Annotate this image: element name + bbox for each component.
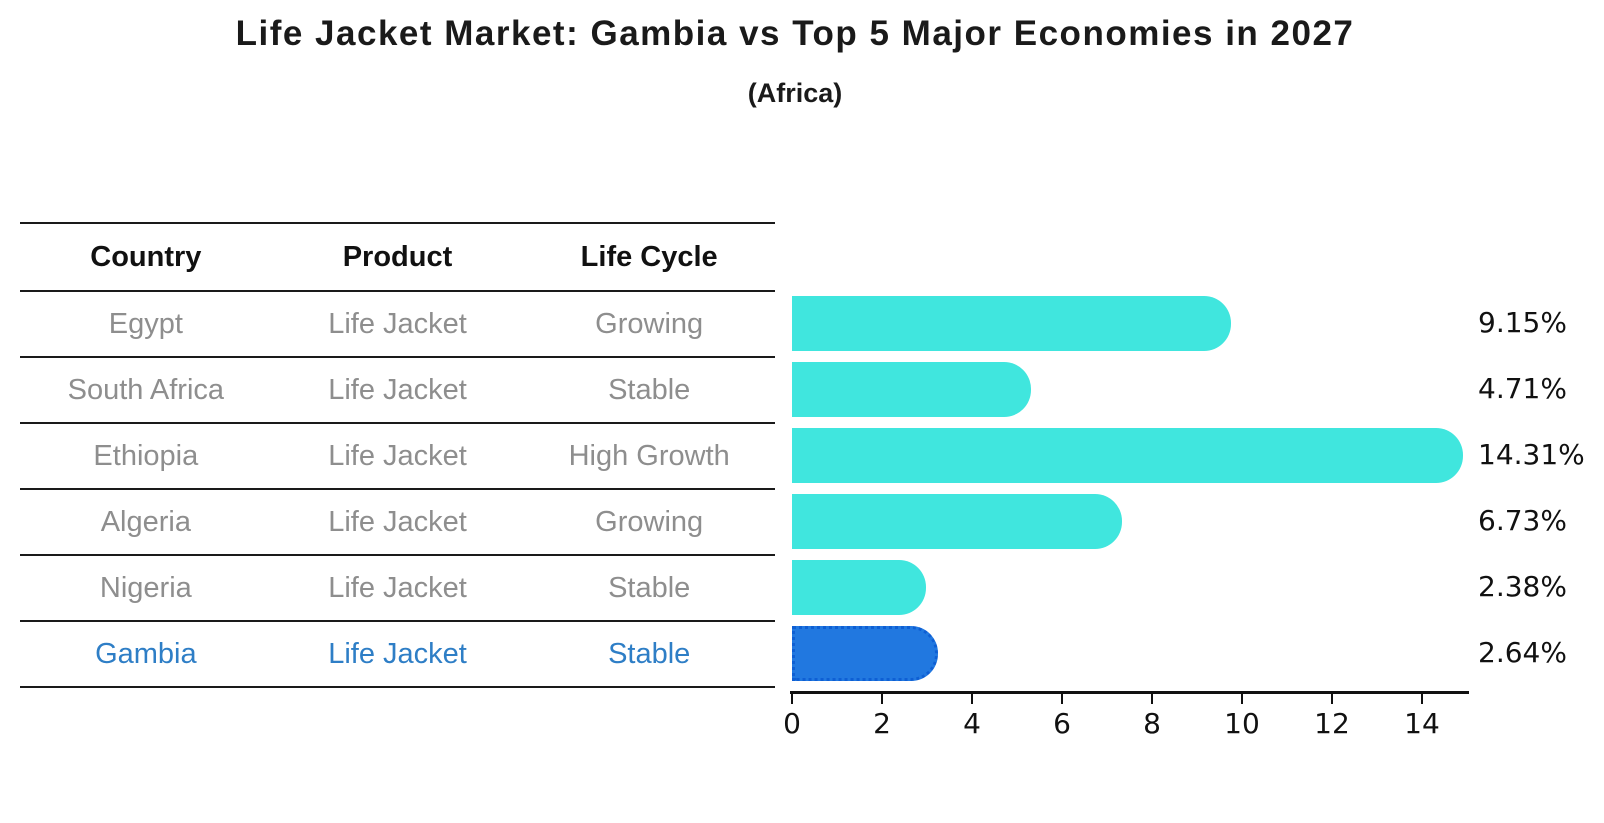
x-tick-mark-2: [881, 694, 883, 704]
table-cell-product: Life Jacket: [328, 439, 467, 472]
x-tick-mark-14: [1421, 694, 1423, 704]
x-tick-mark-10: [1241, 694, 1243, 704]
x-axis-line: [790, 691, 1469, 694]
table-cell-country: Nigeria: [99, 571, 192, 604]
table-row-gambia: Gambia Life Jacket Stable: [20, 622, 775, 688]
bar-nigeria: [792, 559, 927, 615]
value-label-egypt: 9.15%: [1478, 306, 1567, 339]
table-header-lifecycle: Life Cycle: [580, 240, 718, 273]
table-header-country: Country: [90, 240, 202, 273]
x-tick-label-2: 2: [873, 707, 891, 740]
country-table: Country Product Life Cycle Egypt Life Jac…: [20, 222, 775, 688]
bar-algeria: [792, 493, 1122, 549]
x-tick-mark-6: [1061, 694, 1063, 704]
chart-title: Life Jacket Market: Gambia vs Top 5 Majo…: [235, 14, 1355, 53]
bar-ethiopia: [792, 427, 1463, 483]
x-tick-label-12: 12: [1314, 707, 1350, 740]
table-cell-product: Life Jacket: [328, 571, 467, 604]
table-cell-country: Gambia: [95, 637, 197, 670]
x-tick-mark-4: [971, 694, 973, 704]
table-row-ethiopia: Ethiopia Life Jacket High Growth: [20, 424, 775, 490]
table-cell-life-cycle: Stable: [608, 571, 691, 604]
table-cell-country: Ethiopia: [93, 439, 199, 472]
x-tick-label-14: 14: [1404, 707, 1440, 740]
value-label-south-africa: 4.71%: [1478, 372, 1567, 405]
x-tick-label-4: 4: [963, 707, 981, 740]
table-cell-product: Life Jacket: [328, 637, 467, 670]
x-tick-mark-8: [1151, 694, 1153, 704]
table-cell-country: South Africa: [67, 373, 225, 406]
table-body: Egypt Life Jacket Growing South Africa Life …: [20, 292, 775, 688]
x-tick-label-8: 8: [1143, 707, 1161, 740]
table-row-egypt: Egypt Life Jacket Growing: [20, 292, 775, 358]
table-row-south-africa: South Africa Life Jacket Stable: [20, 358, 775, 424]
bar-egypt: [792, 295, 1231, 351]
table-row-algeria: Algeria Life Jacket Growing: [20, 490, 775, 556]
table-cell-product: Life Jacket: [328, 373, 467, 406]
x-tick-mark-0: [791, 694, 793, 704]
x-tick-mark-12: [1331, 694, 1333, 704]
table-cell-life-cycle: High Growth: [568, 439, 730, 472]
table-header-row: Country Product Life Cycle: [20, 224, 775, 292]
value-label-gambia: 2.64%: [1478, 636, 1567, 669]
table-cell-product: Life Jacket: [328, 307, 467, 340]
bar-gambia: [792, 625, 938, 681]
table-cell-life-cycle: Growing: [595, 307, 704, 340]
bar-south-africa: [792, 361, 1031, 417]
table-row-nigeria: Nigeria Life Jacket Stable: [20, 556, 775, 622]
x-tick-label-6: 6: [1053, 707, 1071, 740]
table-cell-country: Algeria: [100, 505, 191, 538]
table-cell-life-cycle: Growing: [595, 505, 704, 538]
chart-subtitle: (Africa): [747, 78, 843, 108]
x-tick-label-0: 0: [783, 707, 801, 740]
table-cell-product: Life Jacket: [328, 505, 467, 538]
value-label-algeria: 6.73%: [1478, 504, 1567, 537]
table-cell-country: Egypt: [108, 307, 183, 340]
value-label-ethiopia: 14.31%: [1478, 438, 1585, 471]
table-cell-life-cycle: Stable: [608, 373, 691, 406]
x-tick-label-10: 10: [1224, 707, 1260, 740]
value-label-nigeria: 2.38%: [1478, 570, 1567, 603]
table-cell-life-cycle: Stable: [608, 637, 691, 670]
table-header-product: Product: [342, 240, 453, 273]
